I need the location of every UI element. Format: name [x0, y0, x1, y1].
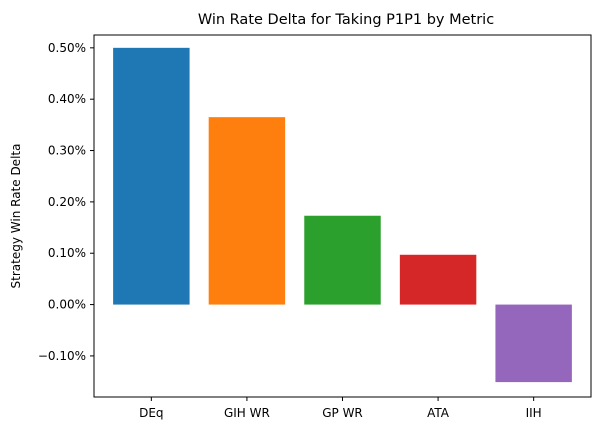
x-axis-ticks: DEq GIH WR GP WR ATA IIH [139, 397, 542, 420]
plot-frame [93, 34, 592, 398]
bar-gih-wr [208, 117, 286, 305]
x-tick-label: IIH [526, 406, 542, 420]
y-tick-label: 0.00% [48, 298, 86, 312]
y-tick-label: 0.30% [48, 144, 86, 158]
bar-gp-wr [304, 215, 381, 305]
y-axis-label: Strategy Win Rate Delta [9, 144, 23, 289]
bars-group [113, 47, 572, 383]
y-tick-label: 0.50% [48, 41, 86, 55]
y-tick-label: 0.10% [48, 246, 86, 260]
y-tick-label: −0.10% [38, 349, 86, 363]
bar-ata [399, 254, 477, 305]
x-tick-label: GP WR [322, 406, 363, 420]
y-tick-label: 0.40% [48, 92, 86, 106]
y-axis-ticks: −0.10% 0.00% 0.10% 0.20% 0.30% 0.40% 0.50% [38, 41, 94, 363]
bar-deq [113, 47, 190, 305]
x-tick-label: DEq [139, 406, 163, 420]
bar-iih [495, 304, 572, 383]
x-tick-label: GIH WR [224, 406, 270, 420]
x-tick-label: ATA [427, 406, 450, 420]
y-tick-label: 0.20% [48, 195, 86, 209]
chart-title: Win Rate Delta for Taking P1P1 by Metric [198, 12, 494, 28]
